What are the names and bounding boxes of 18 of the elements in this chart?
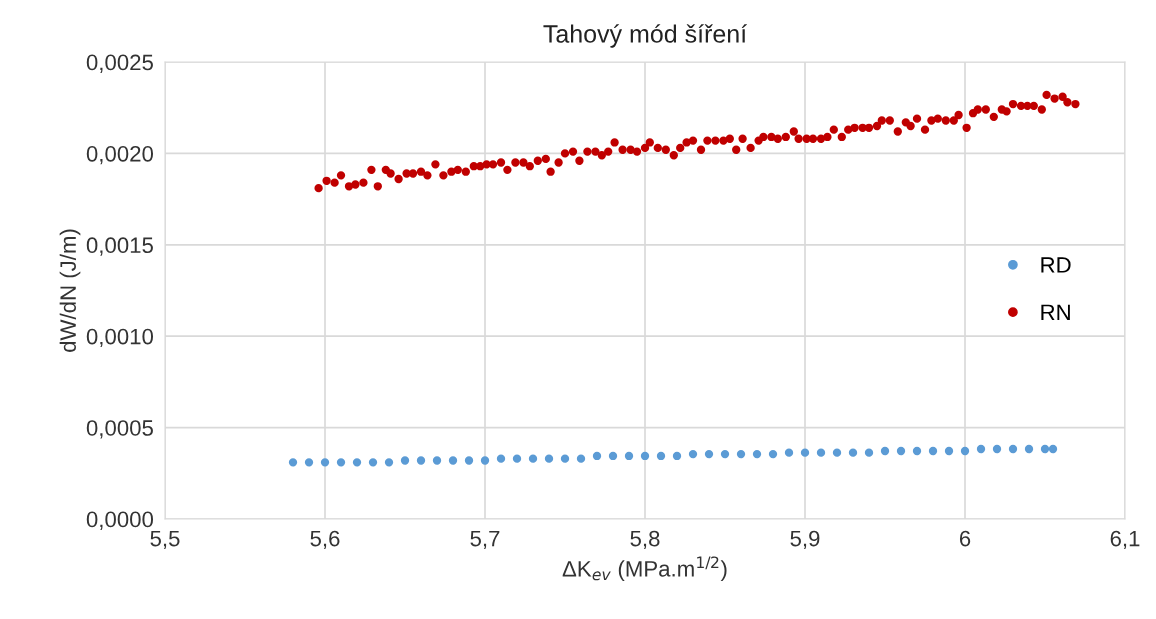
legend-label: RN	[1041, 304, 1070, 320]
x-tick-label: 5,9	[790, 530, 820, 550]
y-tick-label: 0,0025	[86, 54, 153, 73]
x-tick-label: 5,7	[470, 530, 500, 550]
chart-title: Tahový mód šíření	[543, 24, 748, 48]
x-axis-title: ΔK$_{ev}$ (MPa.m$^{1/2}$)	[562, 556, 727, 582]
y-tick-label: 0,0020	[86, 145, 154, 165]
x-tick-label: 6	[959, 530, 971, 547]
legend-label: RD	[1041, 257, 1071, 273]
y-tick-label: 0,0000	[86, 511, 154, 530]
y-axis-title: dW/dN (J/m)	[59, 229, 81, 352]
x-tick-label: 6,1	[1110, 530, 1140, 550]
x-tick-label: 5,6	[310, 530, 340, 550]
x-tick-label: 5,5	[150, 530, 180, 550]
x-tick-label: 5,8	[630, 530, 660, 550]
y-tick-label: 0,0010	[86, 328, 154, 348]
y-tick-label: 0,0005	[86, 420, 153, 439]
y-tick-label: 0,0015	[86, 237, 153, 256]
